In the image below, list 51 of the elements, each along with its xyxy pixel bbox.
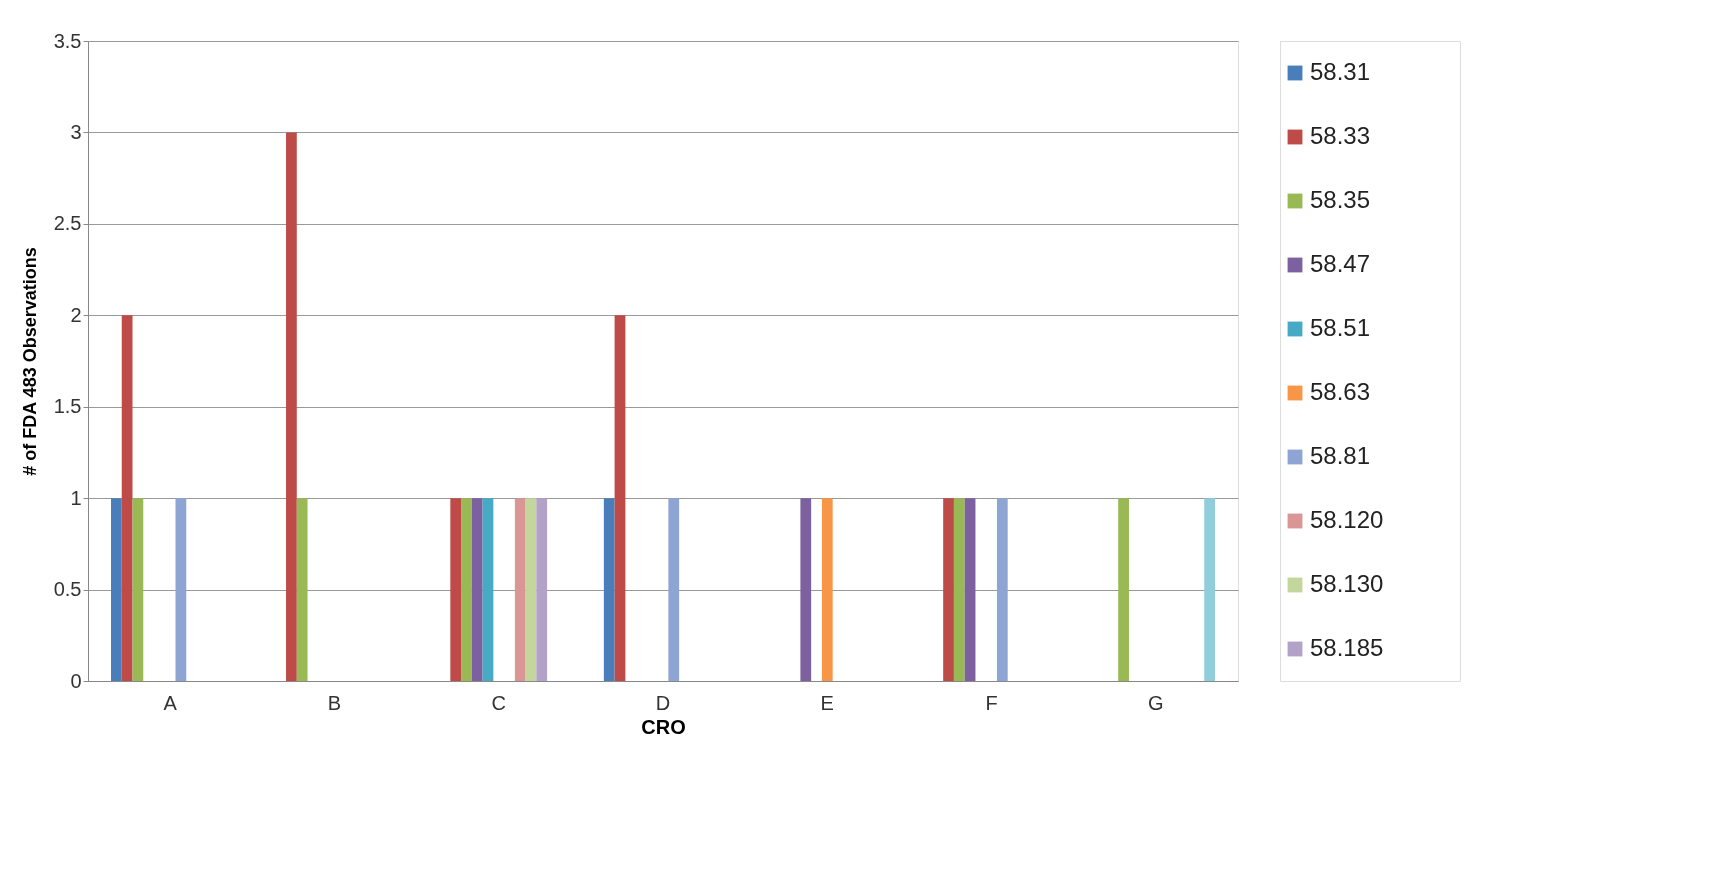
y-tick-label: 1.5 — [53, 395, 82, 418]
bar — [286, 132, 297, 681]
legend-label: 58.35 — [1310, 186, 1371, 213]
x-tick-label: A — [163, 691, 178, 714]
bar — [614, 315, 626, 681]
x-tick-label: C — [491, 691, 506, 714]
y-tick-label: 3 — [70, 120, 82, 143]
x-tick-label: F — [985, 691, 998, 714]
y-tick-label: 1 — [70, 486, 82, 509]
legend-label: 58.31 — [1310, 58, 1371, 85]
legend-label: 58.81 — [1310, 442, 1371, 469]
bar — [175, 498, 187, 681]
legend-label: 58.120 — [1310, 506, 1384, 533]
x-tick-label: D — [655, 691, 671, 714]
x-axis-title: CRO — [641, 715, 686, 738]
bar — [964, 498, 976, 681]
bar — [536, 498, 548, 681]
legend-label: 58.185 — [1310, 634, 1384, 661]
bar — [943, 498, 954, 681]
bar — [1204, 498, 1215, 681]
x-tick-label: B — [327, 691, 342, 714]
bar — [132, 498, 144, 681]
bar — [111, 498, 122, 681]
bar — [996, 498, 1008, 681]
y-tick-label: 0.5 — [53, 578, 82, 601]
bar — [514, 498, 526, 681]
bar — [821, 498, 833, 681]
y-tick-label: 2.5 — [53, 212, 82, 235]
bar — [525, 498, 537, 681]
bar — [603, 498, 615, 681]
x-tick-label: G — [1148, 691, 1164, 714]
legend-label: 58.33 — [1310, 122, 1371, 149]
bar — [1118, 498, 1129, 681]
y-tick-label: 3.5 — [53, 29, 82, 52]
bar — [296, 498, 308, 681]
bar — [450, 498, 462, 681]
bar — [668, 498, 680, 681]
legend-label: 58.47 — [1310, 250, 1371, 277]
legend-label: 58.63 — [1310, 378, 1371, 405]
legend-label: 58.130 — [1310, 570, 1384, 597]
bar — [953, 498, 965, 681]
y-tick-label: 0 — [70, 669, 82, 692]
bar — [461, 498, 472, 681]
bar — [121, 315, 133, 681]
x-tick-label: E — [820, 691, 834, 714]
y-tick-label: 2 — [70, 303, 82, 326]
bar — [800, 498, 812, 681]
legend-label: 58.51 — [1310, 314, 1371, 341]
y-axis-title: # of FDA 483 Observations — [19, 247, 40, 476]
bar — [471, 498, 483, 681]
bar — [482, 498, 494, 681]
